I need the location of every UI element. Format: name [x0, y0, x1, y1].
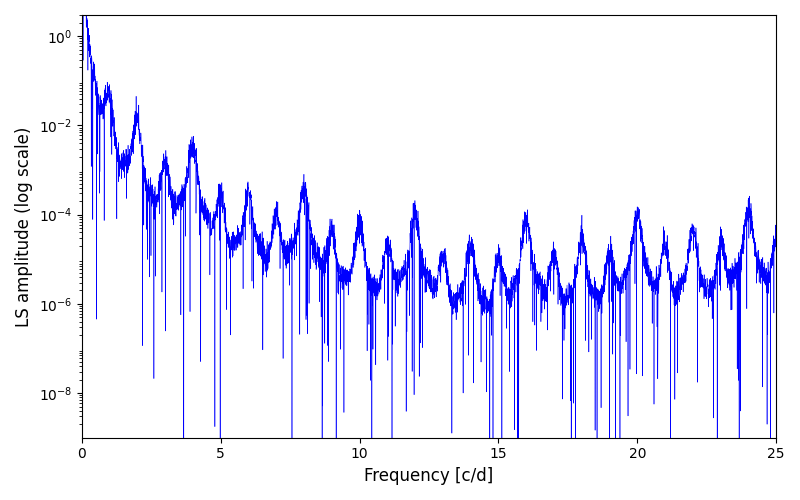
X-axis label: Frequency [c/d]: Frequency [c/d]: [364, 467, 494, 485]
Y-axis label: LS amplitude (log scale): LS amplitude (log scale): [15, 126, 33, 326]
